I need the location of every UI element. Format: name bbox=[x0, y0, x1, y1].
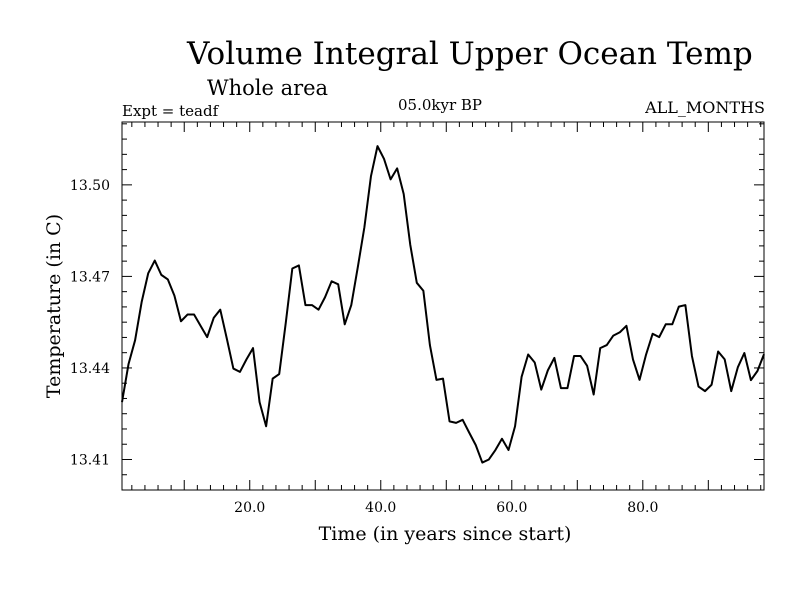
experiment-label: Expt = teadf bbox=[122, 102, 219, 120]
y-tick-label: 13.47 bbox=[70, 269, 110, 285]
months-label: ALL_MONTHS bbox=[645, 98, 765, 117]
x-axis-label: Time (in years since start) bbox=[319, 523, 572, 545]
period-label: 05.0kyr BP bbox=[398, 96, 483, 114]
series-line-temperature bbox=[121, 145, 765, 464]
y-tick-label: 13.41 bbox=[70, 452, 110, 468]
chart-subtitle: Whole area bbox=[207, 76, 329, 100]
x-tick-label: 40.0 bbox=[365, 500, 396, 516]
chart-title: Volume Integral Upper Ocean Temp bbox=[187, 36, 753, 72]
series-points bbox=[121, 145, 765, 463]
y-tick-label: 13.50 bbox=[70, 178, 110, 194]
plot-frame bbox=[121, 121, 765, 491]
x-tick-label: 80.0 bbox=[627, 500, 658, 516]
axis-ticks bbox=[122, 122, 764, 491]
axis-tick-labels: 20.0 40.0 60.0 80.0 13.41 13.44 13.47 13.50 bbox=[70, 178, 658, 516]
y-axis-label: Temperature (in C) bbox=[43, 214, 65, 398]
y-tick-label: 13.44 bbox=[70, 361, 110, 377]
x-tick-label: 20.0 bbox=[234, 500, 265, 516]
x-tick-label: 60.0 bbox=[496, 500, 527, 516]
